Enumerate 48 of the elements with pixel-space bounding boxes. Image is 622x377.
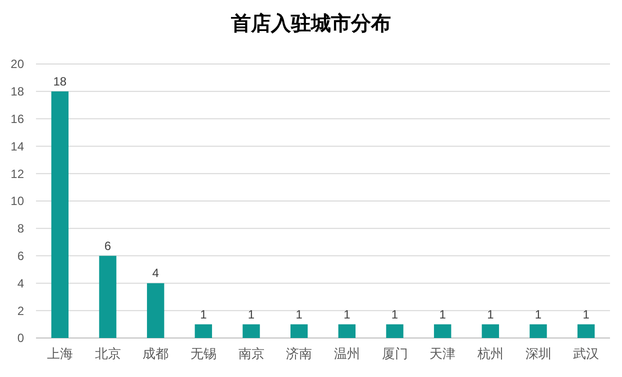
bar (386, 324, 404, 338)
x-tick-label: 深圳 (525, 346, 552, 361)
y-tick-label: 4 (17, 276, 24, 290)
data-label: 4 (152, 266, 160, 280)
data-label: 1 (534, 307, 542, 322)
data-label: 6 (104, 238, 112, 253)
y-tick-label: 2 (17, 304, 24, 318)
bar (434, 324, 452, 338)
x-tick-label: 厦门 (382, 346, 408, 361)
data-label: 1 (582, 307, 590, 322)
data-label: 1 (439, 307, 446, 322)
y-tick-label: 14 (10, 139, 24, 154)
bar (530, 324, 547, 338)
data-label: 1 (391, 307, 398, 322)
y-tick-label: 20 (10, 57, 24, 72)
x-tick-label: 南京 (238, 346, 264, 361)
y-tick-label: 16 (10, 112, 24, 126)
x-tick-label: 无锡 (190, 346, 216, 361)
x-tick-label: 天津 (430, 346, 456, 361)
x-tick-label: 济南 (286, 346, 312, 361)
chart-title: 首店入驻城市分布 (230, 12, 391, 35)
bar (577, 324, 595, 338)
bar (482, 324, 500, 338)
bar (338, 324, 356, 338)
x-tick-label: 温州 (334, 346, 360, 361)
x-tick-label: 上海 (46, 346, 73, 361)
bar (194, 324, 212, 338)
data-label: 1 (248, 307, 255, 322)
y-tick-label: 0 (17, 331, 24, 346)
y-tick-label: 8 (17, 222, 24, 236)
bar (51, 91, 69, 338)
bar (242, 324, 260, 338)
y-tick-label: 18 (10, 84, 24, 99)
x-tick-label: 杭州 (476, 346, 504, 361)
y-tick-label: 12 (10, 166, 24, 181)
data-label: 1 (296, 307, 303, 322)
data-label: 1 (344, 307, 351, 322)
y-tick-label: 6 (17, 249, 24, 263)
x-tick-label: 北京 (94, 346, 121, 361)
bar (146, 283, 164, 338)
x-tick-label: 成都 (142, 346, 169, 361)
data-label: 1 (487, 307, 494, 322)
x-tick-label: 武汉 (573, 346, 600, 361)
bar (99, 256, 116, 338)
y-tick-label: 10 (10, 194, 24, 208)
bar (290, 324, 308, 338)
data-label: 18 (53, 74, 67, 88)
data-label: 1 (200, 307, 208, 322)
